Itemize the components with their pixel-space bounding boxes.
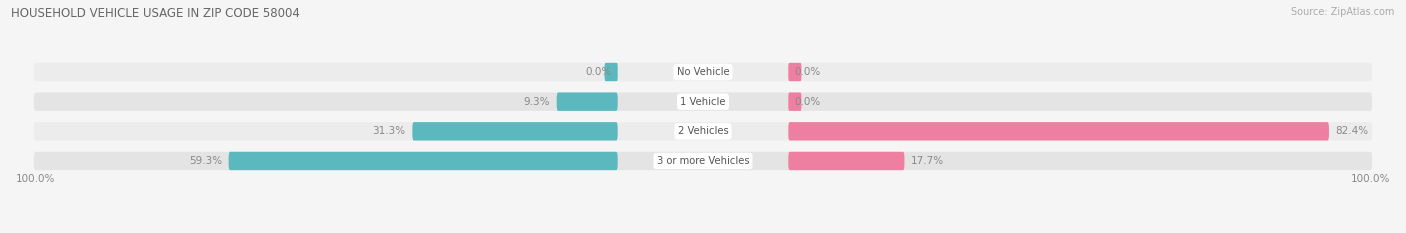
Text: 0.0%: 0.0%: [794, 97, 821, 107]
Text: 100.0%: 100.0%: [1351, 174, 1391, 184]
FancyBboxPatch shape: [34, 93, 1372, 111]
Text: 9.3%: 9.3%: [523, 97, 550, 107]
Text: 1 Vehicle: 1 Vehicle: [681, 97, 725, 107]
Text: 17.7%: 17.7%: [911, 156, 943, 166]
FancyBboxPatch shape: [229, 152, 617, 170]
Text: 0.0%: 0.0%: [585, 67, 612, 77]
Text: 82.4%: 82.4%: [1336, 126, 1368, 136]
Text: 3 or more Vehicles: 3 or more Vehicles: [657, 156, 749, 166]
FancyBboxPatch shape: [34, 122, 1372, 140]
Text: 100.0%: 100.0%: [15, 174, 55, 184]
FancyBboxPatch shape: [34, 152, 1372, 170]
Text: Source: ZipAtlas.com: Source: ZipAtlas.com: [1291, 7, 1395, 17]
FancyBboxPatch shape: [557, 93, 617, 111]
Text: No Vehicle: No Vehicle: [676, 67, 730, 77]
FancyBboxPatch shape: [412, 122, 617, 140]
Text: HOUSEHOLD VEHICLE USAGE IN ZIP CODE 58004: HOUSEHOLD VEHICLE USAGE IN ZIP CODE 5800…: [11, 7, 299, 20]
FancyBboxPatch shape: [789, 122, 1329, 140]
Text: 2 Vehicles: 2 Vehicles: [678, 126, 728, 136]
Text: 0.0%: 0.0%: [794, 67, 821, 77]
Text: 31.3%: 31.3%: [373, 126, 406, 136]
FancyBboxPatch shape: [789, 63, 801, 81]
Text: 59.3%: 59.3%: [188, 156, 222, 166]
FancyBboxPatch shape: [34, 63, 1372, 81]
FancyBboxPatch shape: [789, 93, 801, 111]
FancyBboxPatch shape: [789, 152, 904, 170]
FancyBboxPatch shape: [605, 63, 617, 81]
